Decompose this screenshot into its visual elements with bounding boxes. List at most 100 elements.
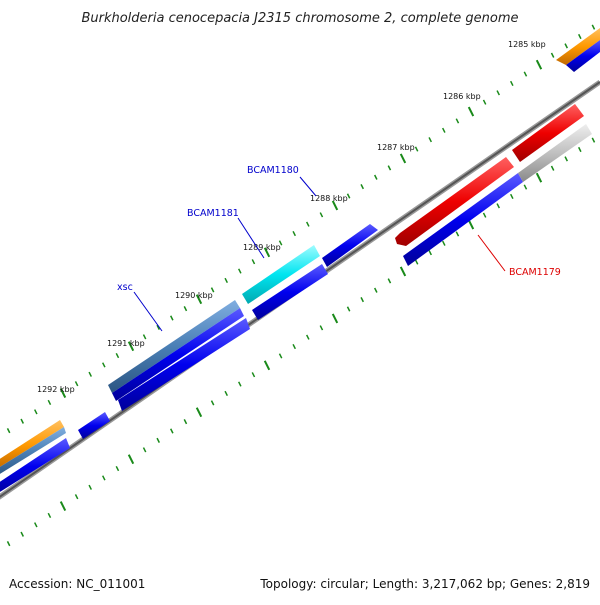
outer-minor-tick xyxy=(142,334,147,340)
outer-minor-tick xyxy=(510,80,514,86)
inner-minor-tick xyxy=(74,494,79,500)
outer-minor-tick xyxy=(278,240,283,246)
outer-minor-tick xyxy=(591,24,596,30)
inner-minor-tick xyxy=(170,428,174,434)
outer-minor-tick xyxy=(88,371,92,377)
gene-blue-top-right[interactable] xyxy=(566,40,600,72)
outer-major-tick xyxy=(331,200,339,211)
inner-minor-tick xyxy=(442,240,446,246)
outer-minor-tick xyxy=(319,212,324,218)
tick-label-1291: 1291 kbp xyxy=(107,339,145,348)
inner-minor-tick xyxy=(346,306,351,312)
gene-blue-mid-inner-b[interactable] xyxy=(252,264,328,320)
gene-red-lower[interactable] xyxy=(395,157,514,246)
outer-minor-tick xyxy=(115,352,120,359)
inner-minor-tick xyxy=(34,522,38,528)
gene-blue-mid-inner-a[interactable] xyxy=(118,318,250,411)
outer-minor-tick xyxy=(183,306,188,312)
inner-major-tick xyxy=(263,360,271,371)
tick-label-1289: 1289 kbp xyxy=(243,243,281,252)
inner-minor-tick xyxy=(564,156,568,162)
outer-minor-tick xyxy=(482,99,487,105)
outer-minor-tick xyxy=(210,287,215,293)
gene-label-xsc[interactable]: xsc xyxy=(117,282,133,293)
inner-minor-tick xyxy=(20,531,24,537)
inner-minor-tick xyxy=(319,325,324,331)
inner-minor-tick xyxy=(102,475,106,481)
outer-major-tick xyxy=(535,59,543,70)
gene-cyan-1181[interactable] xyxy=(242,245,320,304)
outer-minor-tick xyxy=(360,184,364,190)
gene-label-bcam1180[interactable]: BCAM1180 xyxy=(247,165,299,176)
gene-orange-top-right[interactable] xyxy=(556,28,600,65)
inner-major-tick xyxy=(59,501,67,512)
tick-label-1288: 1288 kbp xyxy=(310,194,348,203)
gene-blue-right-inner[interactable] xyxy=(403,173,523,266)
genome-summary-text: Topology: circular; Length: 3,217,062 bp… xyxy=(260,577,590,591)
inner-minor-tick xyxy=(496,203,500,209)
gene-blue-left-inner[interactable] xyxy=(0,438,70,495)
inner-major-tick xyxy=(399,266,407,277)
outer-minor-tick xyxy=(578,33,582,40)
gene-label-bcam1179[interactable]: BCAM1179 xyxy=(509,267,561,278)
outer-minor-tick xyxy=(442,127,446,133)
outer-minor-tick xyxy=(6,428,11,434)
outer-minor-tick xyxy=(292,230,296,237)
outer-minor-tick xyxy=(102,362,106,368)
outer-major-tick xyxy=(467,106,475,117)
outer-tick-marks xyxy=(6,24,596,434)
outer-minor-tick xyxy=(496,90,500,96)
inner-minor-tick xyxy=(428,250,432,256)
outer-minor-tick xyxy=(414,146,419,152)
inner-minor-tick xyxy=(455,231,460,237)
map-title: Burkholderia cenocepacia J2315 chromosom… xyxy=(81,11,518,26)
gene-label-bcam1181[interactable]: BCAM1181 xyxy=(187,208,239,219)
outer-minor-tick xyxy=(374,174,378,180)
gene-grey-right-inner[interactable] xyxy=(518,124,592,182)
inner-minor-tick xyxy=(578,146,582,153)
inner-minor-tick xyxy=(523,184,528,190)
outer-minor-tick xyxy=(20,418,24,424)
inner-minor-tick xyxy=(550,165,555,171)
inner-minor-tick xyxy=(360,297,364,303)
inner-minor-tick xyxy=(251,372,256,378)
outer-minor-tick xyxy=(170,315,174,321)
inner-minor-tick xyxy=(210,400,215,406)
inner-minor-tick xyxy=(115,465,120,472)
outer-major-tick xyxy=(399,153,407,164)
inner-major-tick xyxy=(331,313,339,324)
leader-bcam1181 xyxy=(237,217,265,259)
gene-blue-1180[interactable] xyxy=(322,224,378,267)
outer-minor-tick xyxy=(47,399,52,406)
gene-steel-left[interactable] xyxy=(0,427,66,477)
outer-minor-tick xyxy=(455,118,460,124)
gene-blue-xsc[interactable] xyxy=(112,308,244,401)
gene-red-upper[interactable] xyxy=(512,104,584,162)
outer-minor-tick xyxy=(156,324,160,330)
inner-minor-tick xyxy=(6,541,11,547)
tick-label-1285: 1285 kbp xyxy=(508,40,546,49)
outer-minor-tick xyxy=(523,71,528,77)
inner-minor-tick xyxy=(306,334,310,340)
gene-blue-small-left[interactable] xyxy=(78,412,110,439)
outer-minor-tick xyxy=(346,193,351,199)
inner-minor-tick xyxy=(47,512,52,519)
inner-minor-tick xyxy=(510,193,514,199)
inner-minor-tick xyxy=(183,419,188,425)
outer-minor-tick xyxy=(224,277,228,284)
inner-major-tick xyxy=(127,454,135,465)
outer-major-tick xyxy=(127,341,135,352)
inner-minor-tick xyxy=(482,212,487,218)
outer-major-tick xyxy=(263,247,271,258)
outer-minor-tick xyxy=(428,137,432,143)
inner-major-tick xyxy=(195,407,203,418)
gene-steel-xsc[interactable] xyxy=(108,300,240,393)
leader-bcam1179 xyxy=(477,234,506,272)
inner-minor-tick xyxy=(591,137,596,143)
gene-orange-left[interactable] xyxy=(0,420,64,470)
outer-minor-tick xyxy=(564,43,568,49)
outer-minor-tick xyxy=(306,221,310,227)
outer-minor-tick xyxy=(34,409,38,415)
